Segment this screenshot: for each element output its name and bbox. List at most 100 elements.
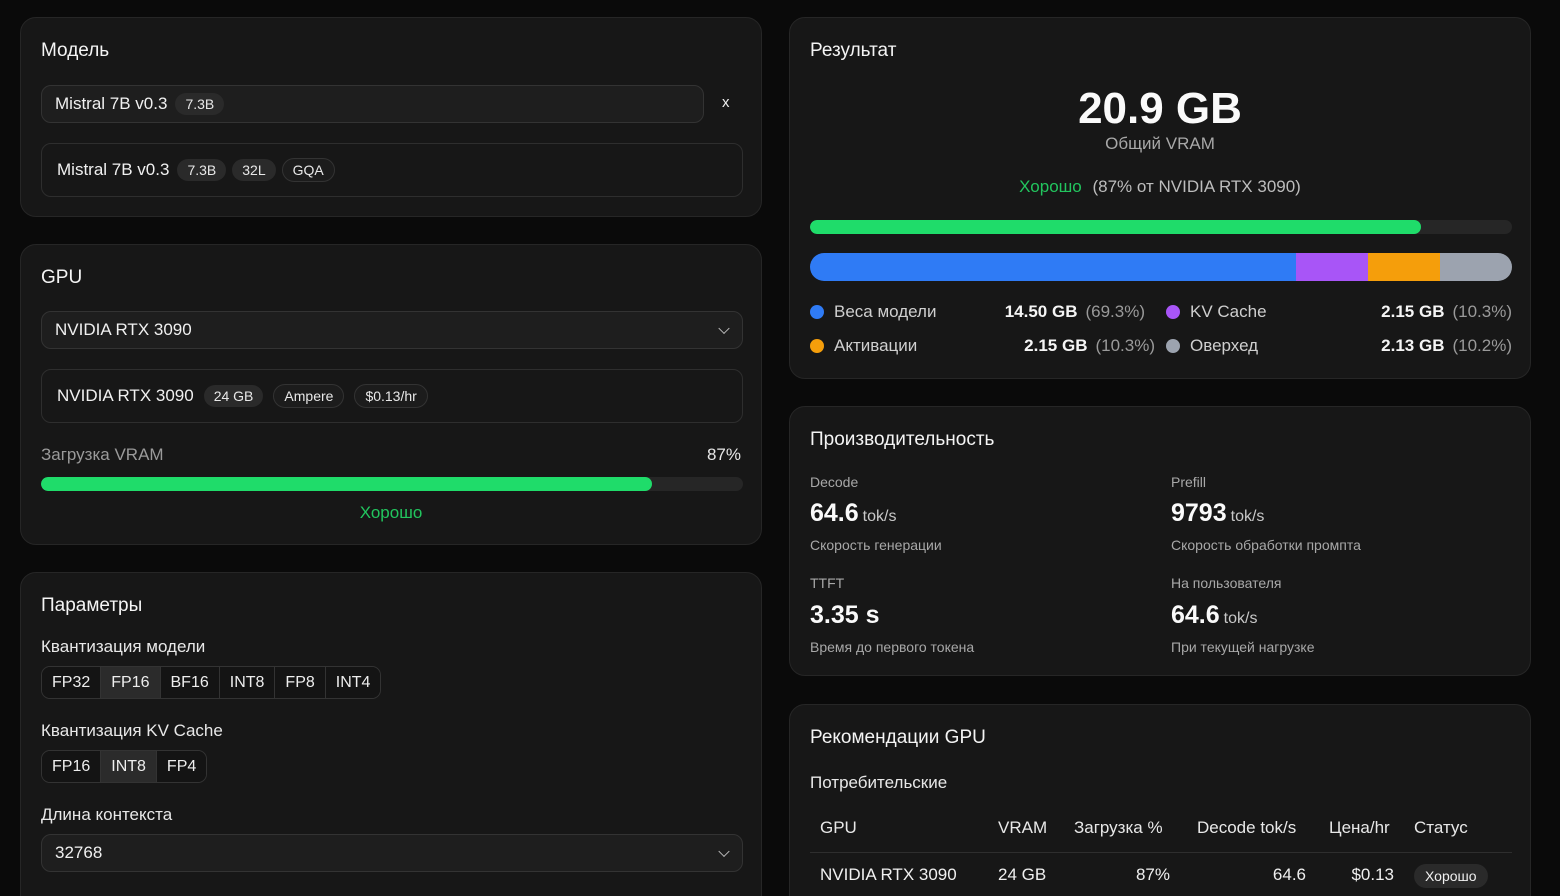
legend-dot bbox=[1166, 305, 1180, 319]
result-usage-bar bbox=[810, 220, 1512, 234]
metric-unit: tok/s bbox=[862, 508, 897, 525]
legend-item-activations: Активации 2.15 GB (10.3%) bbox=[810, 336, 1155, 356]
legend-dot bbox=[810, 305, 824, 319]
gpu-price-badge: $0.13/hr bbox=[354, 384, 428, 408]
column-header-load: Загрузка % bbox=[1074, 818, 1163, 837]
column-header-decode: Decode tok/s bbox=[1197, 818, 1297, 837]
total-vram-label: Общий VRAM bbox=[1105, 134, 1215, 153]
breakdown-segment-2 bbox=[1368, 253, 1441, 281]
clear-model-button[interactable]: x bbox=[722, 94, 730, 111]
result-status-detail: (87% от NVIDIA RTX 3090) bbox=[1092, 177, 1301, 196]
model-quant-label: Квантизация модели bbox=[41, 637, 206, 656]
metric-number: 64.6 bbox=[1171, 601, 1220, 629]
legend-value: 2.15 GB bbox=[1024, 336, 1088, 355]
model-select-input[interactable]: Mistral 7B v0.3 7.3B bbox=[41, 85, 704, 123]
metric-value-per-user: 64.6 tok/s bbox=[1171, 601, 1257, 630]
breakdown-segment-3 bbox=[1440, 253, 1512, 281]
column-header-vram: VRAM bbox=[998, 818, 1048, 837]
legend-item-weights: Веса модели 14.50 GB (69.3%) bbox=[810, 302, 1145, 322]
model-layers-badge: 32L bbox=[232, 159, 276, 181]
vram-load-percent: 87% bbox=[706, 445, 741, 464]
legend-value: 2.13 GB bbox=[1381, 336, 1445, 355]
metric-value-ttft: 3.35 s bbox=[810, 601, 880, 630]
legend-name: KV Cache bbox=[1190, 302, 1267, 321]
breakdown-segment-1 bbox=[1296, 253, 1369, 281]
model-quant-option-fp16[interactable]: FP16 bbox=[101, 667, 161, 698]
result-status-line: Хорошо (87% от NVIDIA RTX 3090) bbox=[790, 177, 1530, 197]
gpu-select-value: NVIDIA RTX 3090 bbox=[55, 320, 192, 339]
vram-load-bar bbox=[41, 477, 743, 491]
gpu-arch-badge: Ampere bbox=[273, 384, 345, 408]
legend-value: 14.50 GB bbox=[1004, 302, 1078, 321]
metric-desc-ttft: Время до первого токена bbox=[810, 639, 975, 655]
gpu-select[interactable]: NVIDIA RTX 3090 bbox=[41, 311, 743, 349]
cell-status-badge: Хорошо bbox=[1414, 864, 1488, 888]
kv-quant-option-fp16[interactable]: FP16 bbox=[42, 751, 102, 782]
model-quant-option-fp8[interactable]: FP8 bbox=[275, 667, 326, 698]
legend-name: Веса модели bbox=[834, 302, 937, 321]
legend-item-kv-cache: KV Cache 2.15 GB (10.3%) bbox=[1166, 302, 1512, 322]
context-length-value: 32768 bbox=[55, 843, 103, 862]
column-header-status: Статус bbox=[1414, 818, 1468, 837]
metric-value-decode: 64.6 tok/s bbox=[810, 499, 896, 528]
metric-desc-prefill: Скорость обработки промпта bbox=[1171, 537, 1361, 553]
breakdown-segment-0 bbox=[810, 253, 1297, 281]
model-attention-badge: GQA bbox=[281, 158, 335, 182]
chevron-down-icon bbox=[718, 322, 730, 335]
metric-number: 9793 bbox=[1171, 499, 1227, 527]
table-header-divider bbox=[810, 852, 1512, 853]
table-row[interactable]: NVIDIA RTX 3090 24 GB 87% 64.6 $0.13 Хор… bbox=[810, 854, 1512, 896]
metric-number: 3.35 s bbox=[810, 601, 880, 629]
metric-caption-ttft: TTFT bbox=[810, 575, 845, 591]
legend-dot bbox=[810, 339, 824, 353]
metric-caption-decode: Decode bbox=[810, 474, 859, 490]
model-quant-option-int8[interactable]: INT8 bbox=[219, 667, 276, 698]
legend-name: Оверхед bbox=[1190, 336, 1259, 355]
metric-desc-decode: Скорость генерации bbox=[810, 537, 942, 553]
model-quant-option-int4[interactable]: INT4 bbox=[325, 667, 381, 698]
cell-gpu: NVIDIA RTX 3090 bbox=[820, 865, 957, 884]
legend-percent: (10.3%) bbox=[1452, 302, 1512, 321]
model-info-name: Mistral 7B v0.3 bbox=[57, 160, 170, 179]
model-params-badge: 7.3B bbox=[177, 159, 227, 181]
model-quant-option-bf16[interactable]: BF16 bbox=[160, 667, 220, 698]
legend-percent: (10.3%) bbox=[1095, 336, 1155, 355]
context-length-label: Длина контекста bbox=[41, 805, 173, 824]
vram-load-label: Загрузка VRAM bbox=[41, 445, 164, 464]
vram-status-text: Хорошо bbox=[359, 503, 423, 522]
gpu-info-box: NVIDIA RTX 3090 24 GB Ampere $0.13/hr bbox=[41, 369, 743, 423]
performance-card-title: Производительность bbox=[810, 429, 995, 450]
cell-vram: 24 GB bbox=[998, 865, 1047, 884]
kv-quant-label: Квантизация KV Cache bbox=[41, 721, 223, 740]
vram-load-fill bbox=[41, 477, 652, 491]
params-card: Параметры Квантизация модели FP32 FP16 BF1… bbox=[20, 572, 762, 896]
kv-quant-option-fp4[interactable]: FP4 bbox=[156, 751, 207, 782]
gpu-card-title: GPU bbox=[41, 267, 83, 288]
metric-value-prefill: 9793 tok/s bbox=[1171, 499, 1264, 528]
gpu-card: GPU NVIDIA RTX 3090 NVIDIA RTX 3090 24 G… bbox=[20, 244, 762, 545]
model-info-box: Mistral 7B v0.3 7.3B 32L GQA bbox=[41, 143, 743, 197]
selected-model-name: Mistral 7B v0.3 bbox=[55, 94, 168, 113]
selected-model-size-badge: 7.3B bbox=[175, 93, 225, 115]
kv-quant-option-int8[interactable]: INT8 bbox=[101, 751, 157, 782]
model-quant-option-fp32[interactable]: FP32 bbox=[42, 667, 102, 698]
chevron-down-icon bbox=[718, 845, 730, 858]
metric-unit: tok/s bbox=[1230, 508, 1265, 525]
recommendations-section-label: Потребительские bbox=[810, 773, 948, 792]
cell-decode: 64.6 bbox=[1272, 865, 1306, 884]
legend-percent: (10.2%) bbox=[1452, 336, 1512, 355]
metric-unit: tok/s bbox=[1223, 610, 1258, 627]
recommendations-card-title: Рекомендации GPU bbox=[810, 727, 986, 748]
model-quant-selector: FP32 FP16 BF16 INT8 FP8 INT4 bbox=[41, 666, 382, 699]
result-status: Хорошо bbox=[1019, 177, 1082, 196]
model-card: Модель Mistral 7B v0.3 7.3B x Mistral 7B… bbox=[20, 17, 762, 217]
vram-breakdown-bar bbox=[810, 253, 1512, 281]
performance-card: Производительность Decode 64.6 tok/s Скор… bbox=[789, 406, 1531, 676]
column-header-gpu: GPU bbox=[820, 818, 857, 837]
legend-name: Активации bbox=[834, 336, 918, 355]
kv-quant-selector: FP16 INT8 FP4 bbox=[41, 750, 208, 783]
cell-load: 87% bbox=[1135, 865, 1170, 884]
metric-desc-per-user: При текущей нагрузке bbox=[1171, 639, 1315, 655]
context-length-select[interactable]: 32768 bbox=[41, 834, 743, 872]
gpu-vram-badge: 24 GB bbox=[203, 385, 264, 407]
